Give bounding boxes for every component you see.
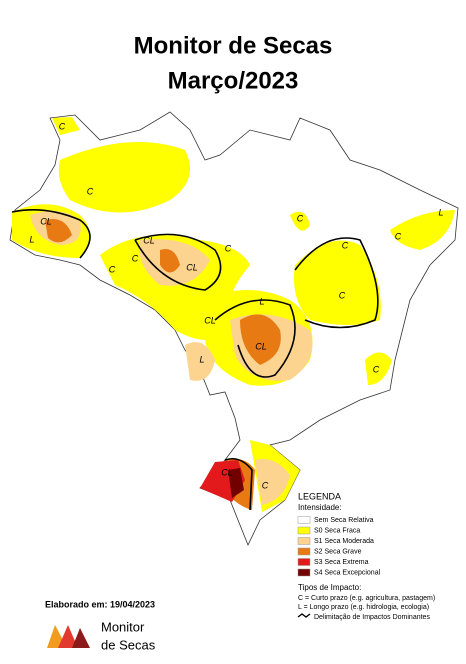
legend-label: S3 Seca Extrema: [314, 559, 369, 566]
logo-text: Monitor: [101, 619, 145, 634]
subtitle: Março/2023: [168, 67, 299, 94]
legend-label: Sem Seca Relativa: [314, 517, 374, 524]
legend-label: S1 Seca Moderada: [314, 538, 374, 545]
legend-swatch: [297, 537, 311, 545]
impact-boundaries: [11, 208, 379, 511]
impact-title: Tipos de Impacto:: [298, 583, 361, 592]
map-label: CL: [40, 216, 52, 226]
map: [9, 111, 459, 546]
boundary-swatch: [297, 613, 311, 618]
date: Elaborado em: 19/04/2023: [45, 599, 155, 609]
legend-label: S2 Seca Grave: [314, 548, 362, 555]
map-label: L: [29, 234, 34, 244]
map-label: C: [373, 364, 380, 374]
legend: LEGENDA Intensidade: Tipos de Impacto: C…: [297, 491, 435, 621]
legend-swatch: [297, 516, 311, 524]
legend-title: LEGENDA: [298, 491, 341, 501]
map-label: C: [339, 290, 346, 300]
map-label: C: [395, 231, 402, 241]
map-label: L: [438, 207, 443, 217]
legend-label: S0 Seca Fraca: [314, 527, 360, 534]
map-label: CL: [143, 235, 155, 245]
logo-text: de Secas: [101, 637, 156, 652]
map-label: C: [262, 480, 269, 490]
logo: Monitor de Secas: [47, 619, 156, 652]
map-label: C: [109, 264, 116, 274]
impact-item: L = Longo prazo (e.g. hidrologia, ecolog…: [298, 604, 429, 611]
map-label: C: [225, 243, 232, 253]
map-label: L: [199, 354, 204, 364]
map-label: CL: [186, 262, 198, 272]
map-label: CL: [255, 341, 267, 351]
legend-swatch: [297, 558, 311, 566]
drought-areas: [12, 117, 455, 512]
legend-swatch: [297, 526, 311, 535]
map-label: C: [342, 240, 349, 250]
title: Monitor de Secas: [134, 32, 333, 59]
map-label: CL: [221, 467, 233, 477]
map-label: C: [132, 253, 139, 263]
map-label: L: [259, 296, 264, 306]
intensity-title: Intensidade:: [298, 503, 342, 512]
legend-swatch: [297, 568, 311, 577]
map-label: C: [297, 213, 304, 223]
map-label: C: [87, 186, 94, 196]
map-label: C: [59, 121, 66, 131]
boundary-label: Delimitação de Impactos Dominantes: [314, 614, 430, 621]
map-label: CL: [204, 315, 216, 325]
legend-swatch: [297, 547, 311, 556]
legend-label: S4 Seca Excepcional: [314, 569, 381, 576]
impact-item: C = Curto prazo (e.g. agricultura, pasta…: [298, 595, 435, 602]
